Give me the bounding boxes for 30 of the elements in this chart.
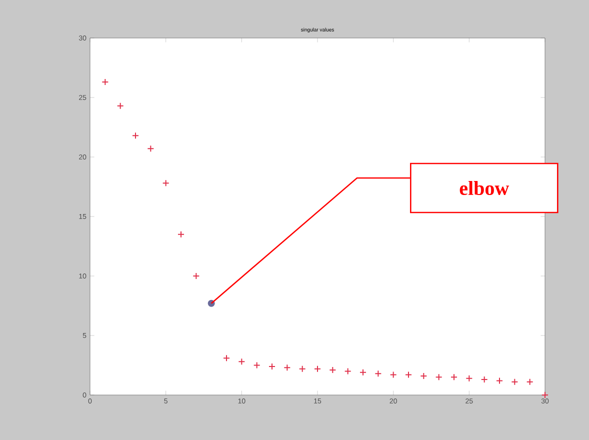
point [132, 132, 140, 140]
point [116, 102, 124, 110]
point [496, 377, 504, 384]
point [526, 378, 534, 386]
point [268, 362, 276, 370]
point [284, 364, 291, 372]
point [238, 358, 246, 366]
point [147, 145, 154, 152]
point [253, 362, 260, 369]
point [420, 372, 428, 380]
point [223, 354, 230, 362]
point [298, 365, 306, 372]
point [466, 374, 473, 382]
point [360, 368, 367, 376]
point [405, 371, 412, 378]
point [511, 378, 518, 386]
point [450, 374, 458, 381]
point [329, 366, 336, 374]
point [344, 368, 352, 375]
point [390, 371, 397, 378]
point [480, 376, 488, 384]
point [542, 392, 548, 398]
point [178, 230, 184, 238]
point [435, 374, 442, 381]
point [192, 272, 200, 280]
point [314, 365, 321, 372]
annotation: elbow [460, 180, 510, 196]
point [162, 180, 170, 187]
point [374, 370, 382, 378]
point [102, 78, 109, 86]
